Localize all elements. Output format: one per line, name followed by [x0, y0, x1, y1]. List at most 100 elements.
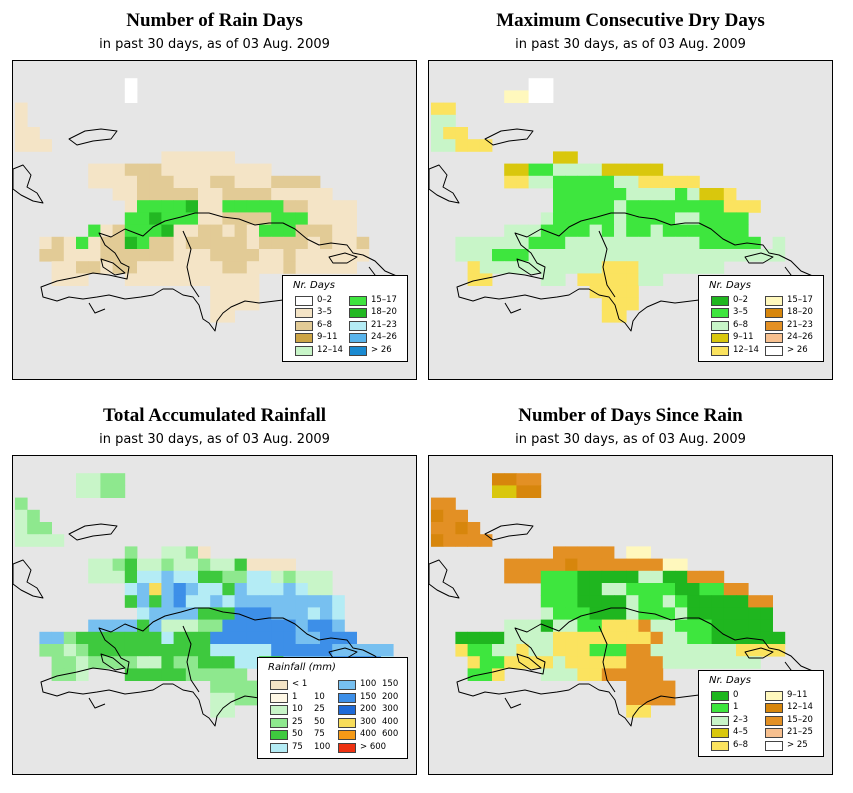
- grid-cell: [307, 644, 321, 657]
- grid-cell: [27, 139, 40, 152]
- grid-cell: [614, 656, 627, 669]
- grid-cell: [100, 558, 113, 572]
- grid-cell: [589, 558, 603, 572]
- grid-cell: [601, 570, 615, 584]
- grid-cell: [540, 583, 554, 596]
- grid-cell: [344, 631, 357, 645]
- grid-cell: [540, 175, 554, 189]
- grid-cell: [504, 163, 517, 177]
- grid-cell: [553, 619, 566, 633]
- grid-cell: [455, 631, 468, 645]
- grid-cell: [198, 175, 211, 189]
- grid-cell: [39, 236, 52, 250]
- grid-cell: [431, 102, 444, 116]
- grid-cell: [479, 236, 493, 250]
- legend-range-low: 300: [360, 716, 377, 727]
- grid-cell: [650, 656, 664, 669]
- grid-cell: [112, 473, 126, 486]
- panel-days-since-rain: Number of Days Since Rain in past 30 day…: [428, 395, 833, 780]
- grid-cell: [27, 509, 40, 523]
- grid-cell: [577, 607, 590, 620]
- grid-cell: [246, 224, 260, 238]
- legend-swatch: [765, 715, 783, 726]
- grid-cell: [320, 188, 333, 201]
- grid-cell: [185, 644, 199, 657]
- grid-cell: [626, 273, 639, 286]
- grid-cell: [76, 473, 89, 486]
- coastline: [328, 252, 358, 264]
- grid-cell: [553, 249, 566, 262]
- legend-swatch: [765, 740, 783, 751]
- grid-cell: [601, 285, 615, 299]
- grid-cell: [259, 644, 272, 657]
- grid-cell: [185, 249, 199, 262]
- grid-cell: [271, 200, 284, 213]
- legend-swatch: [711, 691, 729, 701]
- grid-cell: [51, 656, 65, 669]
- grid-cell: [210, 310, 223, 323]
- grid-cell: [295, 224, 309, 238]
- grid-cell: [650, 200, 664, 213]
- grid-cell: [332, 200, 345, 213]
- legend-title: Nr. Days: [709, 675, 751, 686]
- legend-range-high: 100: [314, 741, 331, 752]
- grid-cell: [149, 558, 162, 572]
- legend-item: 50 75: [270, 729, 336, 741]
- grid-cell: [259, 224, 272, 238]
- legend-title: Nr. Days: [293, 280, 335, 291]
- grid-cell: [15, 534, 28, 547]
- grid-cell: [626, 249, 639, 262]
- grid-cell: [51, 644, 65, 657]
- grid-cell: [589, 619, 603, 633]
- grid-cell: [149, 668, 162, 681]
- grid-cell: [222, 668, 235, 681]
- grid-cell: [100, 644, 113, 657]
- grid-cell: [601, 163, 615, 177]
- grid-cell: [650, 631, 664, 645]
- grid-cell: [528, 78, 542, 91]
- grid-cell: [295, 583, 309, 596]
- legend-item: 21–23: [765, 320, 817, 332]
- grid-cell: [626, 595, 639, 608]
- grid-cell: [650, 680, 664, 694]
- grid-cell: [589, 236, 603, 250]
- grid-cell: [295, 236, 309, 250]
- legend-range-low: 200: [360, 704, 377, 714]
- grid-cell: [124, 175, 138, 189]
- grid-cell: [161, 631, 174, 645]
- grid-cell: [540, 570, 554, 584]
- grid-cell: [51, 261, 65, 274]
- grid-cell: [234, 224, 248, 238]
- grid-cell: [39, 534, 52, 547]
- legend-item: 15–20: [765, 715, 817, 727]
- legend-item: 15–17: [765, 295, 817, 307]
- grid-cell: [662, 595, 676, 608]
- grid-cell: [650, 236, 664, 250]
- grid-cell: [259, 261, 272, 274]
- grid-cell: [234, 644, 248, 657]
- legend-item: > 25: [765, 740, 817, 752]
- grid-cell: [589, 583, 603, 596]
- grid-cell: [210, 163, 223, 177]
- grid-cell: [638, 273, 651, 286]
- grid-cell: [234, 297, 248, 311]
- grid-cell: [222, 188, 235, 201]
- grid-cell: [137, 595, 150, 608]
- grid-cell: [198, 151, 211, 164]
- legend-swatch: [765, 691, 783, 701]
- grid-cell: [589, 249, 603, 262]
- grid-cell: [185, 261, 199, 274]
- grid-cell: [124, 546, 138, 559]
- grid-cell: [320, 200, 333, 213]
- legend-label: 21–23: [787, 319, 813, 330]
- legend-label: 12–14: [317, 344, 343, 355]
- grid-cell: [626, 224, 639, 238]
- grid-cell: [234, 163, 248, 177]
- grid-cell: [246, 285, 260, 299]
- grid-cell: [626, 680, 639, 694]
- grid-cell: [614, 285, 627, 299]
- legend-label: 6–8: [317, 319, 333, 330]
- grid-cell: [356, 236, 370, 250]
- grid-cell: [492, 261, 505, 274]
- grid-cell: [210, 188, 223, 201]
